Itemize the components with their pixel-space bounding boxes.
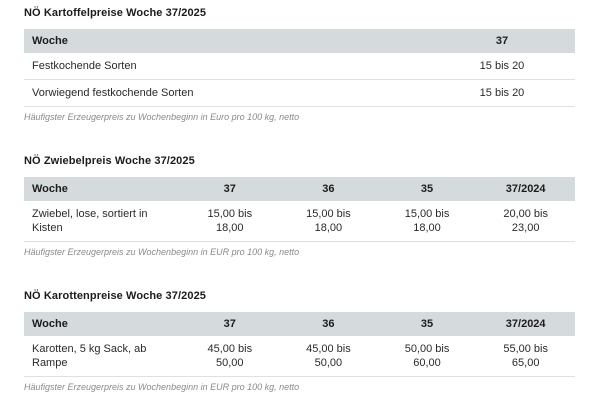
header-cell-week-37-2024: 37/2024 <box>476 312 575 336</box>
price-value: 15,00 bis 18,00 <box>377 201 477 242</box>
row-label-karotten: Karotten, 5 kg Sack, ab Rampe <box>24 336 181 377</box>
price-value: 55,00 bis 65,00 <box>476 336 575 377</box>
price-value: 45,00 bis 50,00 <box>180 336 280 377</box>
row-label-vorwiegend-festkochende: Vorwiegend festkochende Sorten <box>24 79 429 107</box>
table-footnote: Häufigster Erzeugerpreis zu Wochenbeginn… <box>24 112 300 122</box>
zwiebelpreis-table: Woche 37 36 35 37/2024 Zwiebel, lose, so… <box>24 177 575 242</box>
table-row: Zwiebel, lose, sortiert in Kisten 15,00 … <box>24 201 575 242</box>
price-value: 45,00 bis 50,00 <box>279 336 378 377</box>
price-value: 15 bis 20 <box>428 79 575 107</box>
table-title-kartoffelpreise: NÖ Kartoffelpreise Woche 37/2025 <box>24 7 207 19</box>
price-value: 20,00 bis 23,00 <box>476 201 575 242</box>
row-label-festkochende: Festkochende Sorten <box>24 53 429 80</box>
header-cell-woche: Woche <box>24 312 181 336</box>
header-cell-week-35: 35 <box>377 177 477 201</box>
karottenpreise-section: NÖ Karottenpreise Woche 37/2025 Woche 37… <box>24 289 575 393</box>
header-cell-week-37: 37 <box>180 312 280 336</box>
karottenpreise-table: Woche 37 36 35 37/2024 Karotten, 5 kg Sa… <box>24 312 575 377</box>
row-label-zwiebel: Zwiebel, lose, sortiert in Kisten <box>24 201 181 242</box>
table-title-karottenpreise: NÖ Karottenpreise Woche 37/2025 <box>24 290 207 302</box>
price-value: 15 bis 20 <box>428 53 575 80</box>
table-header-row: Woche 37 36 35 37/2024 <box>24 177 575 201</box>
table-header-row: Woche 37 <box>24 29 575 53</box>
zwiebelpreis-section: NÖ Zwiebelpreis Woche 37/2025 Woche 37 3… <box>24 154 575 258</box>
table-footnote: Häufigster Erzeugerpreis zu Wochenbeginn… <box>24 382 300 392</box>
header-cell-woche: Woche <box>24 29 429 53</box>
header-cell-week-36: 36 <box>279 177 378 201</box>
header-cell-week-37: 37 <box>428 29 575 53</box>
price-value: 15,00 bis 18,00 <box>180 201 280 242</box>
header-cell-woche: Woche <box>24 177 181 201</box>
header-cell-week-35: 35 <box>377 312 477 336</box>
header-cell-week-36: 36 <box>279 312 378 336</box>
kartoffelpreise-section: NÖ Kartoffelpreise Woche 37/2025 Woche 3… <box>24 6 575 123</box>
price-value: 15,00 bis 18,00 <box>279 201 378 242</box>
table-header-row: Woche 37 36 35 37/2024 <box>24 312 575 336</box>
header-cell-week-37-2024: 37/2024 <box>476 177 575 201</box>
price-value: 50,00 bis 60,00 <box>377 336 477 377</box>
table-title-zwiebelpreis: NÖ Zwiebelpreis Woche 37/2025 <box>24 155 195 167</box>
table-row: Festkochende Sorten 15 bis 20 <box>24 53 575 80</box>
kartoffelpreise-table: Woche 37 Festkochende Sorten 15 bis 20 V… <box>24 29 575 107</box>
table-row: Karotten, 5 kg Sack, ab Rampe 45,00 bis … <box>24 336 575 377</box>
table-row: Vorwiegend festkochende Sorten 15 bis 20 <box>24 79 575 107</box>
header-cell-week-37: 37 <box>180 177 280 201</box>
table-footnote: Häufigster Erzeugerpreis zu Wochenbeginn… <box>24 247 300 257</box>
